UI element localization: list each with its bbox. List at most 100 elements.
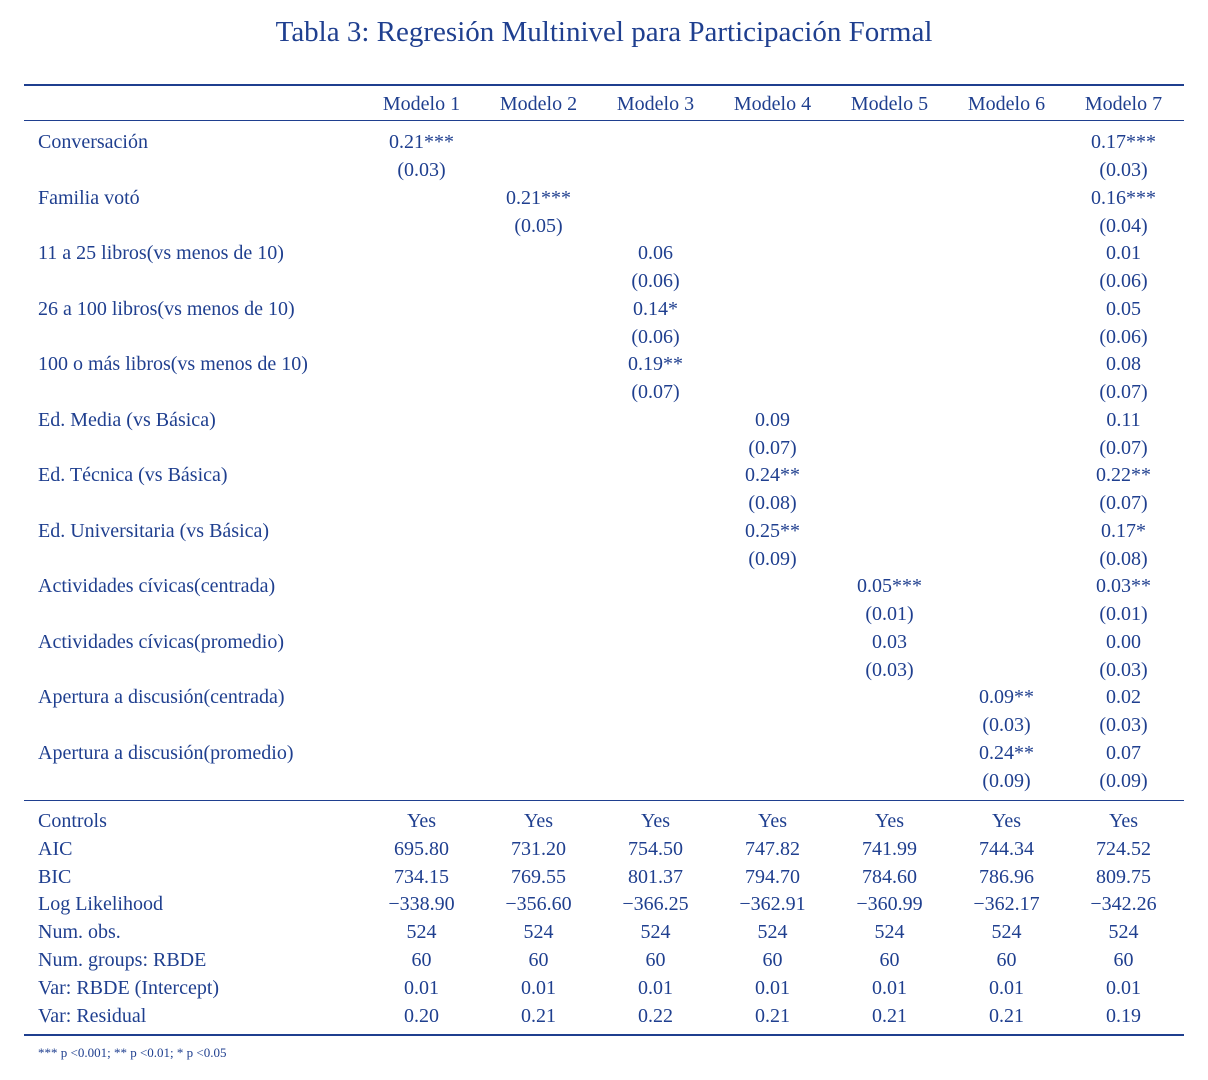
- standard-error: [597, 600, 714, 628]
- coefficient-estimate: [480, 739, 597, 767]
- statistic-value: 0.01: [1106, 976, 1141, 999]
- statistic-value: −362.17: [973, 893, 1040, 916]
- coefficient-estimate: [363, 295, 480, 323]
- coefficient-estimate: 0.24**: [979, 741, 1034, 764]
- coefficient-estimate: [480, 295, 597, 323]
- row-label: Apertura a discusión(promedio): [38, 741, 294, 764]
- coefficient-estimate: [948, 628, 1065, 656]
- statistic-value: 744.34: [979, 837, 1034, 860]
- coefficient-estimate: [363, 406, 480, 434]
- statistic-value: 0.01: [404, 976, 439, 999]
- coefficient-estimate: [714, 739, 831, 767]
- coefficient-estimate: 0.17*: [1101, 519, 1146, 542]
- standard-error: (0.06): [631, 270, 680, 292]
- coefficient-estimate: [831, 128, 948, 156]
- statistic-value: 0.01: [638, 976, 673, 999]
- statistic-value: 731.20: [511, 837, 566, 860]
- statistic-value: −362.91: [739, 893, 806, 916]
- coefficient-estimate: [480, 406, 597, 434]
- coefficient-estimate: 0.16***: [1091, 186, 1156, 209]
- statistic-value: 60: [645, 949, 666, 971]
- standard-error: [714, 156, 831, 184]
- coefficient-estimate: [480, 683, 597, 711]
- standard-error: [714, 656, 831, 684]
- coefficient-estimate: [714, 128, 831, 156]
- statistic-value: 801.37: [628, 865, 683, 888]
- coefficient-estimate: [597, 184, 714, 212]
- statistic-value: 0.21: [755, 1004, 790, 1027]
- standard-error: [480, 767, 597, 795]
- row-label: Ed. Media (vs Básica): [38, 408, 216, 431]
- coefficient-estimate: [363, 739, 480, 767]
- coefficient-estimate: [597, 683, 714, 711]
- statistic-value: 0.01: [989, 976, 1024, 999]
- statistic-value: 0.22: [638, 1004, 673, 1027]
- coefficient-estimate: [480, 461, 597, 489]
- standard-error: [831, 156, 948, 184]
- table-row: Actividades cívicas(promedio) 0.03 (0.03) 0…: [0, 628, 1208, 684]
- table-row: Ed. Técnica (vs Básica) 0.24** (0.08) 0.22*…: [0, 461, 1208, 517]
- standard-error: (0.01): [865, 603, 914, 625]
- standard-error: (0.09): [982, 769, 1031, 792]
- statistic-value: −342.26: [1090, 893, 1157, 916]
- standard-error: (0.06): [1099, 325, 1148, 348]
- model-header: Modelo 3: [616, 93, 695, 115]
- table-row: Ed. Universitaria (vs Básica) 0.25** (0.09…: [0, 517, 1208, 573]
- model-header: Modelo 1: [382, 93, 461, 115]
- standard-error: [597, 656, 714, 684]
- coefficient-estimate: [480, 628, 597, 656]
- coefficient-estimate: 0.21***: [506, 186, 571, 209]
- model-header: Modelo 6: [967, 93, 1046, 115]
- model-header: Modelo 5: [850, 93, 929, 115]
- model-header: Modelo 4: [733, 93, 812, 115]
- statistic-value: Yes: [406, 810, 437, 832]
- row-label: Log Likelihood: [38, 893, 163, 916]
- statistic-value: 0.20: [404, 1004, 439, 1027]
- coefficient-estimate: 0.00: [1106, 630, 1141, 653]
- row-label: Ed. Universitaria (vs Básica): [38, 519, 270, 542]
- row-label: Ed. Técnica (vs Básica): [38, 464, 228, 486]
- coefficient-estimate: 0.21***: [389, 131, 454, 153]
- coefficient-estimate: 0.03: [872, 630, 907, 653]
- standard-error: [363, 489, 480, 517]
- statistic-value: Yes: [1108, 810, 1139, 832]
- coefficient-estimate: [597, 517, 714, 545]
- header-rule: [24, 120, 1184, 121]
- standard-error: [831, 434, 948, 462]
- standard-error: [948, 656, 1065, 684]
- standard-error: [948, 378, 1065, 406]
- coefficient-estimate: [948, 350, 1065, 378]
- standard-error: (0.07): [1099, 436, 1148, 459]
- coefficient-estimate: [831, 350, 948, 378]
- standard-error: [948, 156, 1065, 184]
- standard-error: [831, 767, 948, 795]
- coefficient-estimate: [597, 461, 714, 489]
- statistic-value: 0.21: [872, 1004, 907, 1027]
- standard-error: [597, 489, 714, 517]
- statistic-value: 60: [528, 949, 549, 971]
- row-label: Controls: [38, 810, 107, 832]
- standard-error: [831, 545, 948, 573]
- standard-error: (0.07): [1099, 381, 1148, 403]
- coefficient-estimate: [363, 628, 480, 656]
- statistics-row: Var: RBDE (Intercept) 0.01 0.01 0.01 0.01 0.0…: [0, 974, 1208, 1002]
- statistic-value: 734.15: [394, 865, 449, 888]
- coefficient-estimate: [363, 239, 480, 267]
- statistic-value: 524: [874, 921, 905, 944]
- statistic-value: 786.96: [979, 865, 1034, 888]
- standard-error: [480, 489, 597, 517]
- standard-error: [831, 323, 948, 351]
- standard-error: (0.07): [631, 381, 680, 403]
- statistics-row: Var: Residual 0.20 0.21 0.22 0.21 0.21 0.21 0.1…: [0, 1002, 1208, 1030]
- statistic-value: 524: [757, 921, 788, 944]
- coefficient-estimate: [714, 295, 831, 323]
- coefficient-estimate: [480, 572, 597, 600]
- coefficient-estimate: [714, 239, 831, 267]
- standard-error: [597, 767, 714, 795]
- table-row: Actividades cívicas(centrada) 0.05*** (0.0…: [0, 572, 1208, 628]
- coefficient-estimate: [363, 683, 480, 711]
- statistic-value: 524: [406, 921, 437, 944]
- table-row: Apertura a discusión(promedio) 0.24** (0.0…: [0, 739, 1208, 795]
- coefficient-estimate: [831, 461, 948, 489]
- top-rule: [24, 84, 1184, 86]
